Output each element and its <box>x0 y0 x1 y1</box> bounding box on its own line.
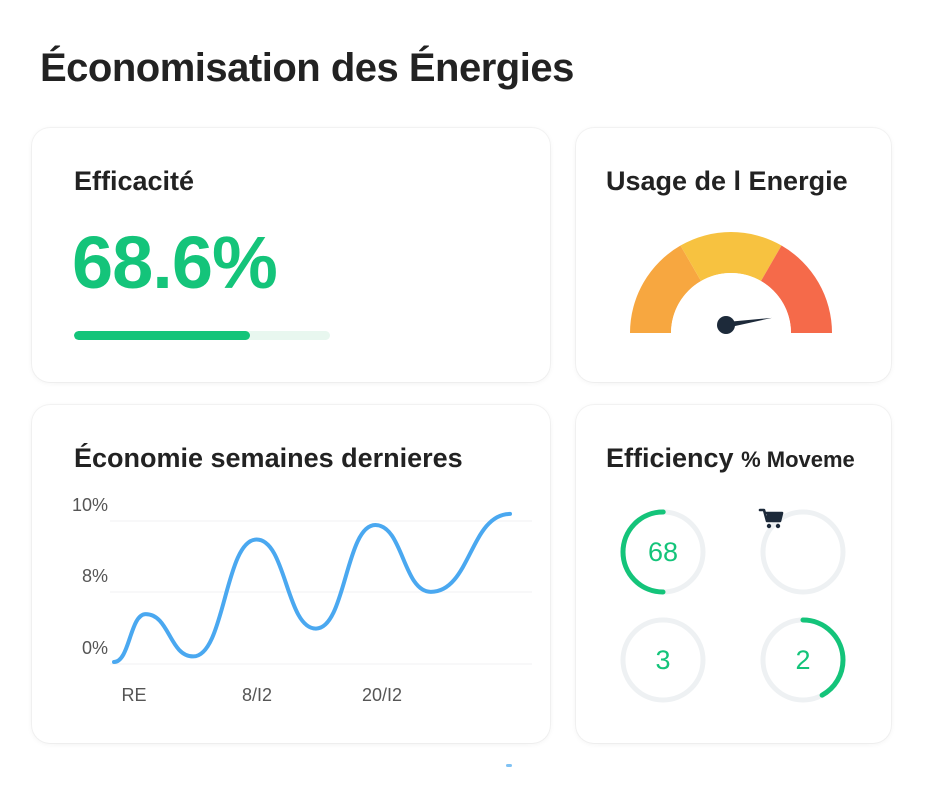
efficiency-title: Efficacité <box>74 166 195 196</box>
gauge-segment <box>680 232 782 282</box>
efficiency-movement-title: Efficiency % Moveme <box>606 443 855 474</box>
energy-gauge <box>630 232 832 334</box>
efficiency-progress-bar <box>74 331 330 340</box>
shopping-cart-icon <box>758 508 784 529</box>
ring-label: 68 <box>647 537 679 567</box>
x-tick-label: 8/I2 <box>242 685 272 705</box>
ring-progress <box>760 509 846 595</box>
gauge-needle-hub <box>717 316 735 334</box>
ring-track <box>760 509 846 595</box>
gauge-needle <box>725 317 772 328</box>
x-tick-label: 20/I2 <box>362 685 402 705</box>
energy-usage-title: Usage de l Energie <box>606 166 848 196</box>
ring-fill <box>760 617 846 703</box>
page-title: Économisation des Énergies <box>40 46 574 90</box>
efficiency-movement-title-suffix: % Moveme <box>741 447 855 472</box>
weekly-savings-title: Économie semaines dernieres <box>74 443 463 473</box>
gauge-inner <box>671 273 791 333</box>
efficiency-value: 68.6% <box>72 221 278 304</box>
ring-progress <box>620 509 706 595</box>
energy-usage-card: Usage de l Energie <box>576 128 891 382</box>
weekly-savings-card: Économie semaines dernieres 10% 8% 0% RE 8/I… <box>32 405 550 743</box>
y-tick-label: 8% <box>82 566 108 586</box>
efficiency-movement-title-main: Efficiency <box>606 443 734 473</box>
gauge-segment <box>630 245 701 333</box>
ring-label: 3 <box>655 645 671 675</box>
gauge-segment <box>761 245 832 333</box>
efficiency-movement-card: Efficiency % Moveme 68 3 2 <box>576 405 891 743</box>
efficiency-card: Efficacité 68.6% <box>32 128 550 382</box>
ring-track <box>620 617 706 703</box>
ring-stat-3[interactable]: 3 <box>618 615 708 705</box>
ring-stat-cart[interactable] <box>758 507 848 597</box>
ring-stat-2[interactable]: 2 <box>758 615 848 705</box>
y-tick-label: 10% <box>72 495 108 515</box>
ring-fill <box>620 509 706 595</box>
x-tick-label: RE <box>121 685 146 705</box>
weekly-savings-chart: 10% 8% 0% RE 8/I2 20/I2 <box>72 495 532 705</box>
y-tick-label: 0% <box>82 638 108 658</box>
ring-progress <box>620 617 706 703</box>
ring-stat-68[interactable]: 68 <box>618 507 708 597</box>
efficiency-progress-fill <box>74 331 250 340</box>
footer-indicator <box>506 764 512 767</box>
chart-series-line <box>112 511 512 664</box>
ring-progress <box>760 617 846 703</box>
ring-label: 2 <box>795 645 811 675</box>
